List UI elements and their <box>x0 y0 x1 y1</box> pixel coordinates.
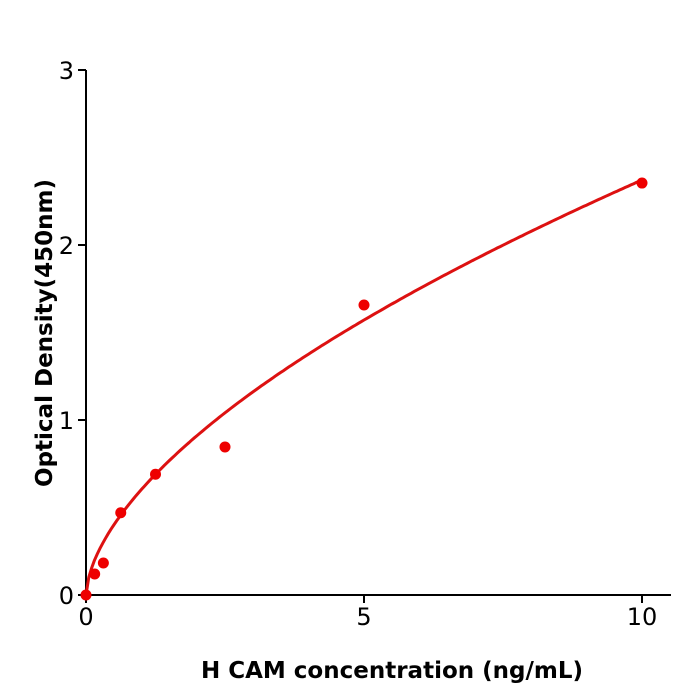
data-point <box>89 568 101 580</box>
y-axis-label: Optical Density(450nm) <box>32 179 58 487</box>
y-tick-label: 2 <box>59 232 74 260</box>
y-tick-label: 3 <box>59 57 74 85</box>
fit-curve <box>84 178 643 596</box>
y-tick-label: 0 <box>59 582 74 610</box>
data-point <box>219 441 231 453</box>
data-point <box>115 507 127 519</box>
data-point <box>150 468 161 480</box>
x-tick-label: 10 <box>627 603 658 631</box>
x-tick-label: 0 <box>78 603 93 631</box>
data-point <box>80 589 92 601</box>
data-point <box>97 557 109 569</box>
data-point <box>358 299 370 311</box>
y-tick-label: 1 <box>59 407 74 435</box>
x-axis-label: H CAM concentration (ng/mL) <box>201 658 583 684</box>
data-point <box>636 177 648 189</box>
x-tick-label: 5 <box>356 603 371 631</box>
